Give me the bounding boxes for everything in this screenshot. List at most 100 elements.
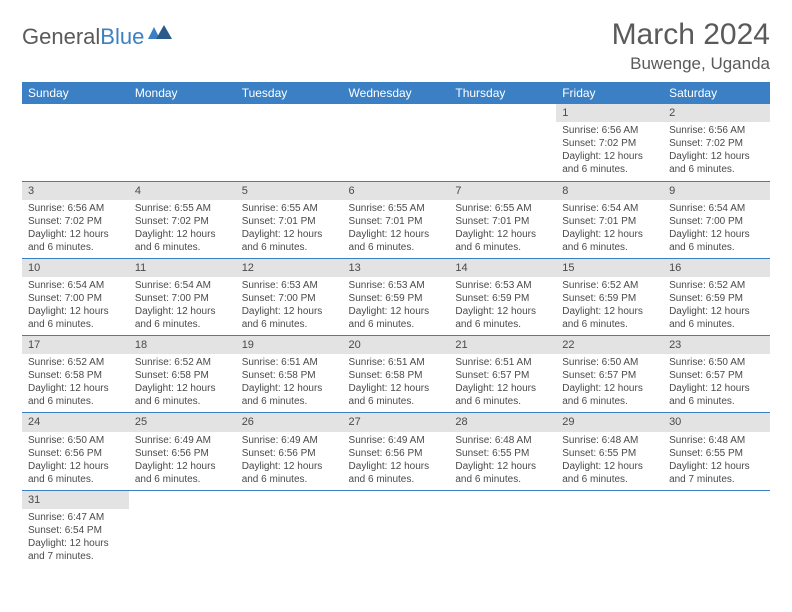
day-number: 20	[343, 336, 450, 354]
day-number: 30	[663, 413, 770, 431]
daylight-text: Daylight: 12 hours and 6 minutes.	[242, 228, 337, 254]
calendar-cell: 5Sunrise: 6:55 AMSunset: 7:01 PMDaylight…	[236, 181, 343, 258]
calendar-cell	[663, 490, 770, 567]
calendar-row: 31Sunrise: 6:47 AMSunset: 6:54 PMDayligh…	[22, 490, 770, 567]
day-details: Sunrise: 6:48 AMSunset: 6:55 PMDaylight:…	[663, 432, 770, 490]
day-number: 17	[22, 336, 129, 354]
sunrise-text: Sunrise: 6:53 AM	[242, 279, 337, 292]
day-details: Sunrise: 6:56 AMSunset: 7:02 PMDaylight:…	[663, 122, 770, 180]
sunrise-text: Sunrise: 6:49 AM	[349, 434, 444, 447]
daylight-text: Daylight: 12 hours and 6 minutes.	[669, 382, 764, 408]
calendar-cell: 16Sunrise: 6:52 AMSunset: 6:59 PMDayligh…	[663, 258, 770, 335]
day-number: 4	[129, 182, 236, 200]
sunset-text: Sunset: 7:02 PM	[562, 137, 657, 150]
day-details: Sunrise: 6:50 AMSunset: 6:56 PMDaylight:…	[22, 432, 129, 490]
day-number: 3	[22, 182, 129, 200]
day-details: Sunrise: 6:53 AMSunset: 6:59 PMDaylight:…	[343, 277, 450, 335]
weekday-header: Saturday	[663, 82, 770, 104]
calendar-cell: 1Sunrise: 6:56 AMSunset: 7:02 PMDaylight…	[556, 104, 663, 181]
daylight-text: Daylight: 12 hours and 7 minutes.	[28, 537, 123, 563]
day-number: 7	[449, 182, 556, 200]
day-number: 2	[663, 104, 770, 122]
daylight-text: Daylight: 12 hours and 6 minutes.	[562, 150, 657, 176]
day-number: 8	[556, 182, 663, 200]
weekday-header: Friday	[556, 82, 663, 104]
day-number: 21	[449, 336, 556, 354]
sunrise-text: Sunrise: 6:52 AM	[669, 279, 764, 292]
calendar-cell: 18Sunrise: 6:52 AMSunset: 6:58 PMDayligh…	[129, 336, 236, 413]
sunrise-text: Sunrise: 6:51 AM	[455, 356, 550, 369]
calendar-cell: 30Sunrise: 6:48 AMSunset: 6:55 PMDayligh…	[663, 413, 770, 490]
day-details: Sunrise: 6:55 AMSunset: 7:01 PMDaylight:…	[343, 200, 450, 258]
sunrise-text: Sunrise: 6:48 AM	[455, 434, 550, 447]
calendar-cell: 19Sunrise: 6:51 AMSunset: 6:58 PMDayligh…	[236, 336, 343, 413]
sunrise-text: Sunrise: 6:55 AM	[455, 202, 550, 215]
sunset-text: Sunset: 6:57 PM	[669, 369, 764, 382]
day-number: 28	[449, 413, 556, 431]
day-details: Sunrise: 6:47 AMSunset: 6:54 PMDaylight:…	[22, 509, 129, 567]
day-number: 19	[236, 336, 343, 354]
sunrise-text: Sunrise: 6:56 AM	[28, 202, 123, 215]
empty-cell	[449, 104, 556, 122]
day-details: Sunrise: 6:50 AMSunset: 6:57 PMDaylight:…	[556, 354, 663, 412]
calendar-cell: 3Sunrise: 6:56 AMSunset: 7:02 PMDaylight…	[22, 181, 129, 258]
daylight-text: Daylight: 12 hours and 6 minutes.	[562, 305, 657, 331]
daylight-text: Daylight: 12 hours and 6 minutes.	[349, 228, 444, 254]
day-details: Sunrise: 6:53 AMSunset: 7:00 PMDaylight:…	[236, 277, 343, 335]
calendar-cell	[449, 104, 556, 181]
sunset-text: Sunset: 6:55 PM	[455, 447, 550, 460]
daylight-text: Daylight: 12 hours and 6 minutes.	[562, 228, 657, 254]
day-number: 10	[22, 259, 129, 277]
day-number: 6	[343, 182, 450, 200]
day-number: 22	[556, 336, 663, 354]
weekday-header-row: Sunday Monday Tuesday Wednesday Thursday…	[22, 82, 770, 104]
sunrise-text: Sunrise: 6:51 AM	[349, 356, 444, 369]
sunrise-text: Sunrise: 6:54 AM	[28, 279, 123, 292]
calendar-row: 1Sunrise: 6:56 AMSunset: 7:02 PMDaylight…	[22, 104, 770, 181]
weekday-header: Tuesday	[236, 82, 343, 104]
sunset-text: Sunset: 6:59 PM	[669, 292, 764, 305]
calendar-cell	[236, 104, 343, 181]
day-number: 29	[556, 413, 663, 431]
daylight-text: Daylight: 12 hours and 6 minutes.	[135, 382, 230, 408]
sunset-text: Sunset: 6:55 PM	[669, 447, 764, 460]
day-number: 9	[663, 182, 770, 200]
calendar-cell: 26Sunrise: 6:49 AMSunset: 6:56 PMDayligh…	[236, 413, 343, 490]
day-number: 24	[22, 413, 129, 431]
daylight-text: Daylight: 12 hours and 6 minutes.	[349, 460, 444, 486]
calendar-cell: 21Sunrise: 6:51 AMSunset: 6:57 PMDayligh…	[449, 336, 556, 413]
day-details: Sunrise: 6:51 AMSunset: 6:58 PMDaylight:…	[236, 354, 343, 412]
calendar-cell: 28Sunrise: 6:48 AMSunset: 6:55 PMDayligh…	[449, 413, 556, 490]
logo-word-1: General	[22, 24, 100, 49]
sunset-text: Sunset: 6:54 PM	[28, 524, 123, 537]
sunrise-text: Sunrise: 6:55 AM	[349, 202, 444, 215]
sunrise-text: Sunrise: 6:54 AM	[135, 279, 230, 292]
day-details: Sunrise: 6:49 AMSunset: 6:56 PMDaylight:…	[129, 432, 236, 490]
daylight-text: Daylight: 12 hours and 6 minutes.	[242, 305, 337, 331]
sunset-text: Sunset: 7:00 PM	[669, 215, 764, 228]
sunrise-text: Sunrise: 6:50 AM	[562, 356, 657, 369]
sunrise-text: Sunrise: 6:55 AM	[242, 202, 337, 215]
weekday-header: Monday	[129, 82, 236, 104]
logo-word-2: Blue	[100, 24, 144, 49]
calendar-page: GeneralBlue March 2024 Buwenge, Uganda S…	[0, 0, 792, 585]
day-details: Sunrise: 6:49 AMSunset: 6:56 PMDaylight:…	[236, 432, 343, 490]
sunset-text: Sunset: 6:56 PM	[135, 447, 230, 460]
page-header: GeneralBlue March 2024 Buwenge, Uganda	[22, 18, 770, 74]
daylight-text: Daylight: 12 hours and 6 minutes.	[455, 382, 550, 408]
calendar-cell: 24Sunrise: 6:50 AMSunset: 6:56 PMDayligh…	[22, 413, 129, 490]
day-details: Sunrise: 6:52 AMSunset: 6:58 PMDaylight:…	[129, 354, 236, 412]
calendar-cell	[129, 104, 236, 181]
sunset-text: Sunset: 7:00 PM	[135, 292, 230, 305]
calendar-row: 10Sunrise: 6:54 AMSunset: 7:00 PMDayligh…	[22, 258, 770, 335]
daylight-text: Daylight: 12 hours and 6 minutes.	[242, 382, 337, 408]
sunset-text: Sunset: 6:58 PM	[28, 369, 123, 382]
calendar-cell: 13Sunrise: 6:53 AMSunset: 6:59 PMDayligh…	[343, 258, 450, 335]
sunrise-text: Sunrise: 6:48 AM	[562, 434, 657, 447]
empty-cell	[129, 104, 236, 122]
sunset-text: Sunset: 7:01 PM	[242, 215, 337, 228]
day-number: 25	[129, 413, 236, 431]
sunset-text: Sunset: 6:55 PM	[562, 447, 657, 460]
sunset-text: Sunset: 7:02 PM	[28, 215, 123, 228]
sunset-text: Sunset: 6:58 PM	[135, 369, 230, 382]
